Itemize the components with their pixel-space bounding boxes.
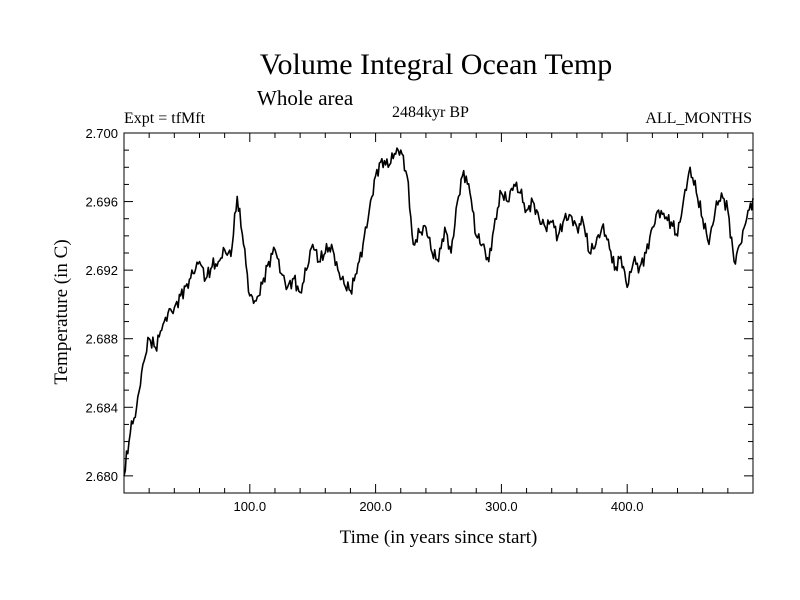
temperature-series-line: [123, 147, 754, 477]
x-tick-label: 100.0: [234, 499, 267, 514]
x-tick-label: 200.0: [359, 499, 392, 514]
x-tick-label: 400.0: [611, 499, 644, 514]
x-axis-label: Time (in years since start): [339, 527, 538, 548]
chart-title: Volume Integral Ocean Temp: [259, 48, 613, 81]
months-label: ALL_MONTHS: [645, 110, 752, 127]
axis-tick-labels: 100.0 200.0 300.0 400.0 2.680 2.684 2.688 2.692…: [85, 126, 643, 514]
plot-frame: [123, 132, 754, 494]
experiment-label: Expt = tfMft: [124, 110, 206, 127]
x-tick-label: 300.0: [485, 499, 518, 514]
y-tick-label: 2.696: [85, 195, 118, 210]
y-tick-label: 2.700: [85, 126, 118, 141]
y-tick-label: 2.684: [85, 400, 118, 415]
chart-subtitle: Whole area: [257, 86, 354, 110]
period-label: 2484kyr BP: [392, 104, 469, 121]
y-tick-label: 2.692: [85, 263, 118, 278]
y-tick-label: 2.688: [85, 332, 118, 347]
axis-ticks: [124, 132, 753, 493]
y-tick-label: 2.680: [85, 469, 118, 484]
